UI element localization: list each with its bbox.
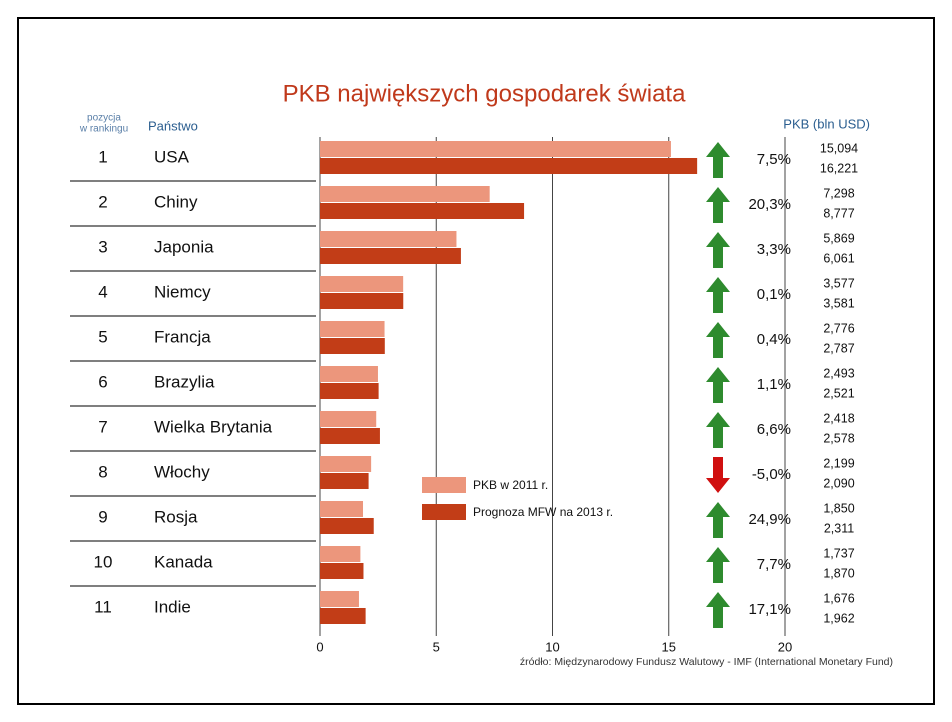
bar [320,383,379,399]
legend-swatch [422,477,466,493]
bar [320,473,369,489]
value-label: 5,869 [823,231,854,245]
value-label: 2,199 [823,456,854,470]
country: Chiny [154,192,198,211]
country: Niemcy [154,282,211,301]
bar [320,203,524,219]
legend-swatch [422,504,466,520]
value-label: 2,776 [823,321,854,335]
rank-header: w rankingu [79,124,128,135]
chart-title: PKB największych gospodarek świata [283,80,687,107]
value-label: 1,870 [823,566,854,580]
country-header: Państwo [148,118,198,133]
country: Włochy [154,462,210,481]
rank: 5 [98,327,107,346]
value-label: 2,418 [823,411,854,425]
change-label: 6,6% [757,421,791,438]
value-label: 7,298 [823,186,854,200]
bar [320,338,385,354]
country: USA [154,147,190,166]
change-label: 0,4% [757,331,791,348]
change-label: 7,7% [757,556,791,573]
legend-label: PKB w 2011 r. [473,478,548,492]
rank: 7 [98,417,107,436]
x-tick-label: 15 [662,639,676,654]
value-label: 15,094 [820,141,858,155]
x-tick-label: 10 [545,639,559,654]
x-tick-label: 0 [316,639,323,654]
bar [320,591,359,607]
value-label: 2,090 [823,476,854,490]
value-label: 16,221 [820,161,858,175]
bar [320,186,490,202]
value-label: 2,787 [823,341,854,355]
bar [320,293,403,309]
country: Kanada [154,552,213,571]
rank: 4 [98,282,107,301]
bar [320,501,363,517]
country: Brazylia [154,372,215,391]
bar [320,248,461,264]
rank: 9 [98,507,107,526]
country: Wielka Brytania [154,417,273,436]
change-label: 20,3% [748,196,791,213]
source: źródło: Międzynarodowy Fundusz Walutowy … [520,656,893,668]
value-label: 6,061 [823,251,854,265]
change-label: 0,1% [757,286,791,303]
country: Francja [154,327,211,346]
value-header: PKB (bln USD) [783,116,870,131]
x-tick-label: 5 [433,639,440,654]
bar [320,158,697,174]
change-label: -5,0% [752,466,791,483]
rank: 1 [98,147,107,166]
country: Rosja [154,507,198,526]
bar [320,366,378,382]
rank: 11 [94,597,112,616]
value-label: 2,493 [823,366,854,380]
bar [320,276,403,292]
rank: 8 [98,462,107,481]
value-label: 1,676 [823,591,854,605]
change-label: 7,5% [757,151,791,168]
rank: 10 [94,552,113,571]
value-label: 8,777 [823,206,854,220]
rank: 2 [98,192,107,211]
change-label: 17,1% [748,601,791,618]
bar [320,231,456,247]
bar [320,321,385,337]
bar [320,518,374,534]
change-label: 24,9% [748,511,791,528]
change-label: 3,3% [757,241,791,258]
rank: 3 [98,237,107,256]
change-label: 1,1% [757,376,791,393]
bar [320,456,371,472]
bar [320,546,360,562]
country: Japonia [154,237,214,256]
value-label: 1,850 [823,501,854,515]
x-tick-label: 20 [778,639,792,654]
bar [320,141,671,157]
value-label: 2,521 [823,386,854,400]
value-label: 3,577 [823,276,854,290]
rank-header: pozycja [87,113,121,124]
legend-label: Prognoza MFW na 2013 r. [473,505,613,519]
value-label: 1,962 [823,611,854,625]
value-label: 1,737 [823,546,854,560]
value-label: 2,311 [824,521,854,535]
bar [320,411,376,427]
rank: 6 [98,372,107,391]
chart: PKB największych gospodarek świata pozyc… [0,0,952,722]
bar [320,608,366,624]
bar [320,563,363,579]
value-label: 3,581 [823,296,854,310]
country: Indie [154,597,191,616]
value-label: 2,578 [823,431,854,445]
bar [320,428,380,444]
